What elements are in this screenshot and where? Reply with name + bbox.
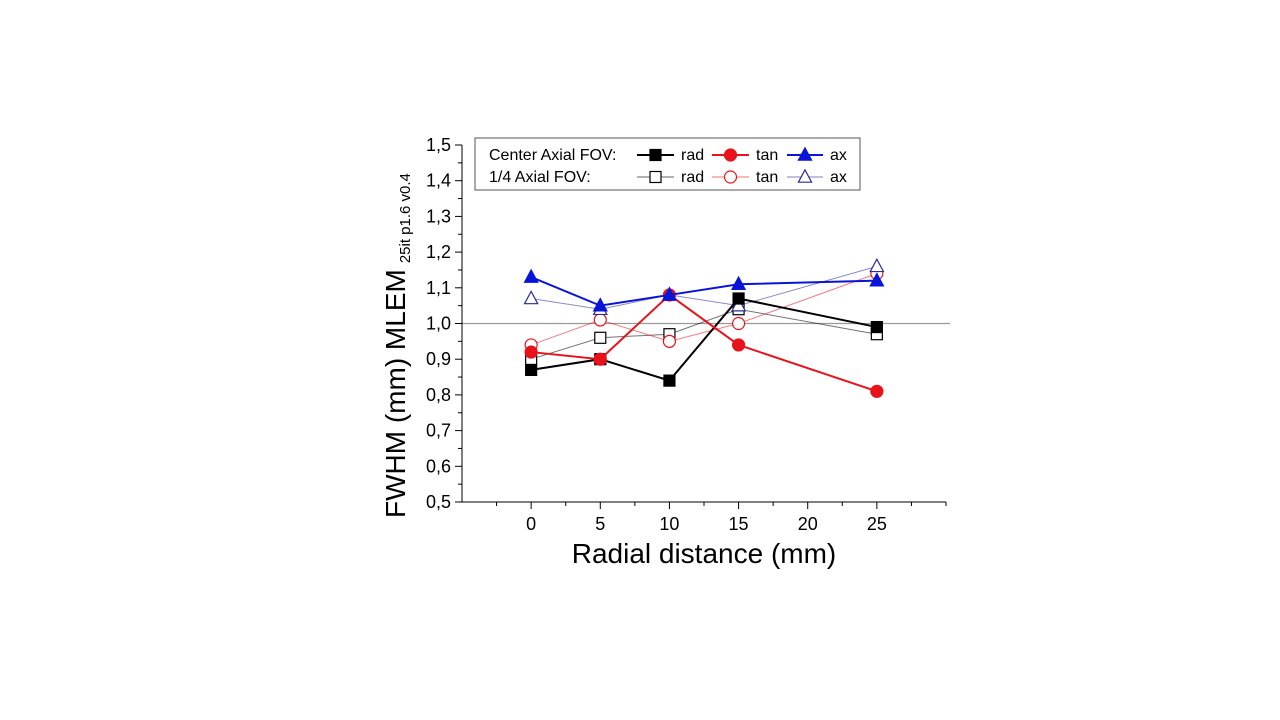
legend-label: ax bbox=[830, 147, 847, 164]
data-point bbox=[870, 384, 884, 398]
legend-label: rad bbox=[681, 169, 704, 186]
series-quarter-rad bbox=[525, 303, 883, 366]
data-point bbox=[523, 290, 539, 305]
series-center-rad bbox=[525, 292, 883, 387]
y-tick-label: 0,7 bbox=[426, 421, 451, 441]
legend-marker bbox=[723, 148, 738, 162]
series-quarter-ax bbox=[523, 257, 885, 316]
data-point bbox=[524, 345, 538, 359]
legend-marker bbox=[723, 170, 738, 184]
series-line bbox=[530, 297, 878, 382]
series-center-tan bbox=[524, 288, 884, 398]
legend-group-center: Center Axial FOV: bbox=[489, 147, 616, 164]
x-axis-title: Radial distance (mm) bbox=[572, 538, 837, 569]
x-tick-label: 5 bbox=[595, 514, 605, 534]
data-point bbox=[661, 286, 678, 301]
data-point bbox=[593, 313, 607, 327]
data-point bbox=[730, 275, 747, 291]
legend-marker bbox=[797, 146, 813, 161]
data-point bbox=[525, 363, 538, 377]
legend-label: tan bbox=[756, 147, 778, 164]
legend-marker bbox=[649, 170, 662, 184]
series-line bbox=[530, 273, 878, 346]
x-tick-label: 0 bbox=[526, 514, 536, 534]
y-tick-label: 1,1 bbox=[426, 278, 451, 298]
y-axis-title: FWHM (mm) MLEM 25it p1.6 v0.4 bbox=[380, 173, 414, 518]
data-point bbox=[592, 297, 608, 312]
legend-marker bbox=[649, 148, 662, 162]
series-center-ax bbox=[523, 268, 885, 312]
data-point bbox=[730, 297, 747, 312]
series-line bbox=[530, 276, 877, 307]
data-point bbox=[731, 338, 746, 352]
data-point bbox=[732, 292, 745, 305]
legend-group-quarter: 1/4 Axial FOV: bbox=[489, 169, 591, 186]
x-tick-label: 10 bbox=[659, 514, 679, 534]
series-line bbox=[531, 265, 877, 310]
legend-label: rad bbox=[681, 147, 704, 164]
axis-labels: Radial distance (mm) FWHM (mm) MLEM 25it … bbox=[380, 173, 836, 569]
y-tick-label: 0,5 bbox=[426, 492, 451, 512]
legend-label: tan bbox=[756, 169, 778, 186]
y-tick-label: 0,8 bbox=[426, 385, 451, 405]
y-tick-label: 1,0 bbox=[426, 314, 451, 334]
x-tick-label: 20 bbox=[798, 514, 818, 534]
y-axis-title-main: FWHM (mm) MLEM bbox=[380, 269, 411, 518]
data-point bbox=[663, 374, 676, 387]
legend: Center Axial FOV: 1/4 Axial FOV: rad tan a… bbox=[474, 137, 861, 191]
y-tick-label: 0,6 bbox=[426, 456, 451, 476]
y-tick-label: 1,5 bbox=[426, 135, 451, 155]
data-point bbox=[593, 352, 607, 366]
x-tick-label: 15 bbox=[729, 514, 749, 534]
legend-box bbox=[474, 137, 861, 191]
series-layer bbox=[523, 257, 885, 398]
x-tick-label: 25 bbox=[867, 514, 887, 534]
data-point bbox=[870, 320, 883, 334]
legend-label: ax bbox=[830, 169, 847, 186]
axes: 0,5 0,6 0,7 0,8 0,9 1,0 1,1 1,2 1,3 1,4 1,5 0 5 10 15 2… bbox=[426, 135, 947, 534]
data-point bbox=[594, 331, 607, 344]
y-tick-label: 0,9 bbox=[426, 349, 451, 369]
data-point bbox=[523, 268, 539, 283]
data-point bbox=[731, 316, 746, 331]
y-tick-label: 1,3 bbox=[426, 206, 451, 226]
y-tick-label: 1,4 bbox=[426, 171, 451, 191]
data-point bbox=[869, 272, 885, 287]
data-point bbox=[662, 334, 677, 348]
y-axis-title-subscript: 25it p1.6 v0.4 bbox=[397, 173, 414, 263]
y-tick-label: 1,2 bbox=[426, 242, 451, 262]
data-point bbox=[869, 257, 885, 273]
legend-marker bbox=[797, 168, 813, 183]
series-quarter-tan bbox=[524, 266, 884, 352]
